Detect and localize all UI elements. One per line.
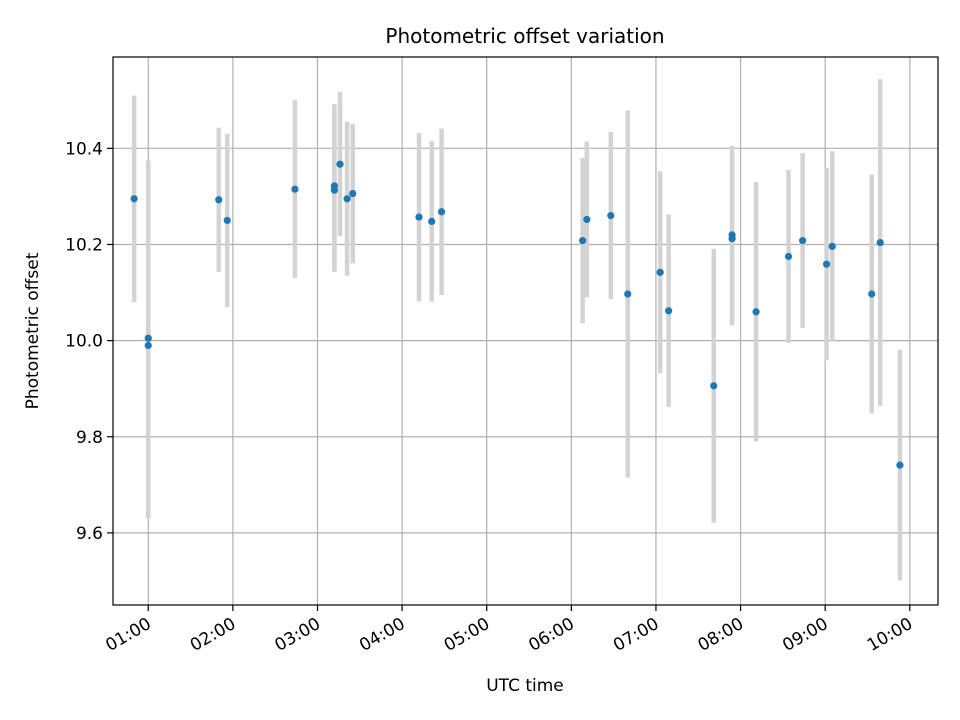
data-point — [330, 186, 339, 194]
data-point — [876, 238, 884, 247]
data-point — [868, 290, 876, 298]
data-point — [415, 213, 423, 221]
x-axis-title: UTC time — [486, 676, 564, 696]
plot-area-frame — [112, 56, 939, 606]
data-point — [896, 461, 904, 469]
data-point — [144, 334, 152, 342]
data-point — [710, 382, 718, 390]
data-point — [583, 215, 591, 224]
y-axis-title: Photometric offset — [23, 252, 43, 409]
data-point — [799, 237, 807, 245]
chart-title: Photometric offset variation — [385, 24, 664, 48]
data-point — [144, 341, 152, 350]
y-tick-label: 9.6 — [76, 524, 103, 544]
data-point — [428, 217, 436, 225]
data-point — [784, 252, 793, 261]
data-point — [656, 268, 664, 276]
data-point — [349, 189, 357, 198]
data-point — [828, 242, 836, 250]
data-point — [579, 237, 587, 245]
data-point — [728, 235, 736, 243]
data-point — [665, 307, 673, 315]
data-point — [215, 196, 223, 204]
data-point — [607, 212, 615, 220]
y-axis-ticks: 9.6 9.8 10.0 10.2 10.4 — [65, 139, 113, 544]
data-point — [343, 195, 351, 203]
data-point — [223, 216, 231, 225]
y-tick-label: 9.8 — [76, 428, 103, 448]
data-point — [624, 290, 632, 298]
data-point — [336, 160, 344, 168]
y-tick-label: 10.2 — [65, 235, 103, 255]
y-tick-label: 10.4 — [65, 139, 103, 159]
data-point — [752, 308, 760, 316]
data-point — [822, 260, 831, 268]
data-point — [437, 208, 446, 216]
data-point — [130, 195, 138, 203]
data-point — [291, 185, 299, 193]
data-points — [130, 160, 904, 469]
y-tick-label: 10.0 — [65, 332, 103, 352]
